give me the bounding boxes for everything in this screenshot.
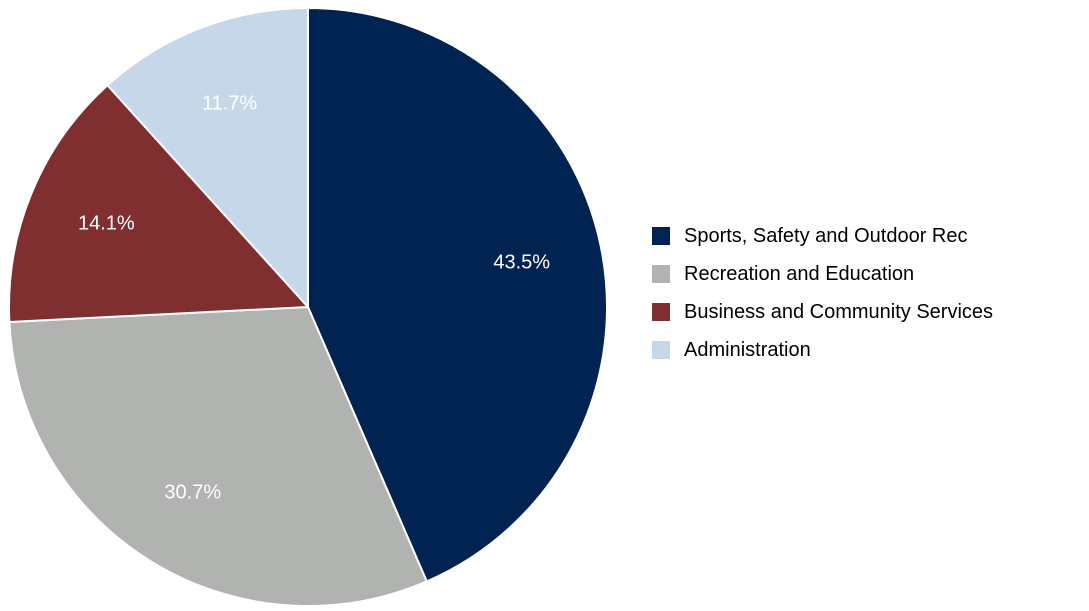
pie-slice-sports-safety-and-outdoor-rec — [307, 7, 608, 583]
legend-item-recreation-and-education: Recreation and Education — [652, 263, 914, 285]
legend: Sports, Safety and Outdoor Rec Recreation… — [652, 225, 993, 361]
legend-label-business-and-community-services: Business and Community Services — [684, 301, 993, 323]
pie-slice-labels: 43.5% 30.7% 14.1% 11.7% — [78, 92, 550, 503]
legend-swatch-administration — [652, 341, 670, 359]
legend-label-recreation-and-education: Recreation and Education — [684, 263, 914, 285]
pie-slice-administration — [106, 7, 309, 308]
legend-item-business-and-community-services: Business and Community Services — [652, 301, 993, 323]
legend-label-administration: Administration — [684, 339, 811, 361]
legend-swatch-sports-safety-and-outdoor-rec — [652, 227, 670, 245]
pie-slice-recreation-and-education — [8, 306, 428, 607]
data-label-sports-safety-and-outdoor-rec: 43.5% — [493, 252, 550, 274]
data-label-recreation-and-education: 30.7% — [164, 481, 221, 503]
data-label-administration: 11.7% — [202, 92, 257, 114]
legend-item-administration: Administration — [652, 339, 811, 361]
legend-swatch-business-and-community-services — [652, 303, 670, 321]
data-label-business-and-community-services: 14.1% — [78, 212, 135, 234]
legend-item-sports-safety-and-outdoor-rec: Sports, Safety and Outdoor Rec — [652, 225, 968, 247]
pie-slice-business-and-community-services — [8, 84, 309, 324]
legend-swatch-recreation-and-education — [652, 265, 670, 283]
pie-slices — [8, 7, 608, 607]
legend-label-sports-safety-and-outdoor-rec: Sports, Safety and Outdoor Rec — [684, 225, 968, 247]
